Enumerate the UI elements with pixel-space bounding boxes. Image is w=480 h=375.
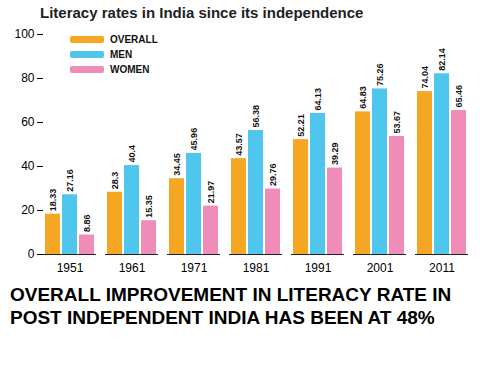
svg-text:1961: 1961 xyxy=(119,261,146,275)
svg-text:21.97: 21.97 xyxy=(206,181,216,204)
svg-text:80: 80 xyxy=(21,71,35,85)
svg-text:1981: 1981 xyxy=(243,261,270,275)
svg-text:0: 0 xyxy=(28,247,35,261)
svg-text:60: 60 xyxy=(21,115,35,129)
svg-text:2001: 2001 xyxy=(367,261,394,275)
svg-text:43.57: 43.57 xyxy=(234,133,244,156)
svg-text:18.33: 18.33 xyxy=(48,189,58,212)
svg-text:1991: 1991 xyxy=(305,261,332,275)
svg-text:20: 20 xyxy=(21,203,35,217)
html-text:WOMEN: WOMEN xyxy=(110,64,150,75)
svg-text:52.21: 52.21 xyxy=(296,114,306,137)
svg-text:56.38: 56.38 xyxy=(251,105,261,128)
svg-text:15.35: 15.35 xyxy=(144,195,154,218)
svg-text:75.26: 75.26 xyxy=(375,63,385,86)
svg-text:40: 40 xyxy=(21,159,35,173)
svg-text:65.46: 65.46 xyxy=(454,85,464,108)
svg-text:74.04: 74.04 xyxy=(420,66,430,89)
svg-text:28.3: 28.3 xyxy=(110,172,120,190)
svg-text:39.29: 39.29 xyxy=(330,143,340,166)
svg-text:64.13: 64.13 xyxy=(313,88,323,111)
svg-text:34.45: 34.45 xyxy=(172,153,182,176)
html-text:OVERALL IMPROVEMENT IN LITERAC: OVERALL IMPROVEMENT IN LITERACY RATE IN … xyxy=(10,284,452,328)
svg-text:45.96: 45.96 xyxy=(189,128,199,151)
svg-text:53.67: 53.67 xyxy=(392,111,402,134)
svg-text:64.83: 64.83 xyxy=(358,86,368,109)
svg-text:29.76: 29.76 xyxy=(268,163,278,186)
svg-text:1971: 1971 xyxy=(181,261,208,275)
svg-text:82.14: 82.14 xyxy=(437,48,447,71)
svg-text:1951: 1951 xyxy=(57,261,84,275)
svg-text:40.4: 40.4 xyxy=(127,145,137,163)
svg-text:8.86: 8.86 xyxy=(82,214,92,232)
svg-text:27.16: 27.16 xyxy=(65,169,75,192)
html-text:Literacy rates in India since: Literacy rates in India since its indepe… xyxy=(40,4,364,21)
html-text:MEN: MEN xyxy=(110,49,133,60)
svg-text:100: 100 xyxy=(14,27,34,41)
svg-text:2011: 2011 xyxy=(429,261,455,275)
html-text:OVERALL: OVERALL xyxy=(110,34,158,45)
